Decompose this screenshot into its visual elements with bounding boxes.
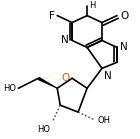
Text: H: H	[89, 1, 95, 10]
Text: O: O	[120, 11, 128, 21]
Text: N: N	[120, 42, 128, 52]
Text: F: F	[49, 11, 55, 21]
Polygon shape	[38, 77, 57, 89]
Text: OH: OH	[97, 116, 110, 125]
Text: O: O	[61, 73, 69, 83]
Text: N: N	[104, 71, 112, 81]
Text: HO: HO	[37, 125, 50, 134]
Text: HO: HO	[3, 84, 16, 93]
Text: N: N	[61, 35, 69, 45]
